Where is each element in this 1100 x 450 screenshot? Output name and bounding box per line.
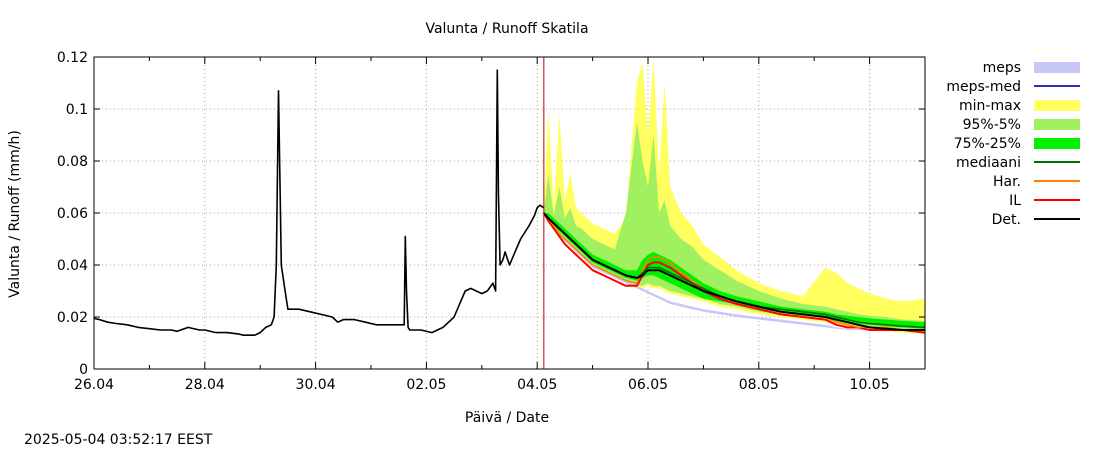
x-tick-label: 04.05 [517,377,557,393]
x-tick-label: 26.04 [74,377,114,393]
y-tick-label: 0.08 [57,154,88,170]
legend-label: 75%-25% [954,136,1021,152]
line-det-observed [93,69,545,337]
legend-label: meps [983,60,1021,76]
legend-label: IL [1009,193,1021,209]
x-axis-label: Päivä / Date [465,410,549,426]
x-tick-label: 28.04 [185,377,225,393]
legend-swatch [1034,119,1080,130]
plot-series [93,57,926,369]
legend-swatch [1034,138,1080,149]
line-det-forecast [543,212,925,331]
legend-label: min-max [959,98,1021,114]
y-tick-label: 0 [79,362,88,378]
legend-item: meps [983,60,1080,76]
legend-label: meps-med [946,79,1021,95]
timestamp: 2025-05-04 03:52:17 EEST [24,432,213,448]
band-75-25 [543,213,925,329]
legend-item: Har. [993,174,1080,190]
legend-label: Har. [993,174,1021,190]
x-tick-label: 08.05 [739,377,779,393]
y-tick-label: 0.02 [57,310,88,326]
y-tick-label: 0.1 [66,102,88,118]
legend-swatch [1034,100,1080,111]
legend-label: 95%-5% [963,117,1021,133]
line-har [543,212,925,331]
legend-item: IL [1009,193,1080,209]
x-tick-label: 10.05 [850,377,890,393]
legend-item: 75%-25% [954,136,1080,152]
y-axis-label: Valunta / Runoff (mm/h) [7,130,23,298]
legend-item: min-max [959,98,1080,114]
legend-item: 95%-5% [963,117,1080,133]
legend-item: mediaani [956,155,1080,171]
legend-swatch [1034,62,1080,73]
y-tick-label: 0.06 [57,206,88,222]
x-tick-label: 30.04 [296,377,336,393]
legend: meps meps-med min-max 95%-5% 75%-25% mediaani… [946,60,1080,228]
legend-label: mediaani [956,155,1021,171]
legend-label: Det. [992,212,1021,228]
y-tick-label: 0.04 [57,258,88,274]
x-tick-label: 02.05 [406,377,446,393]
legend-item: meps-med [946,79,1080,95]
y-tick-label: 0.12 [57,50,88,66]
line-il [542,212,926,334]
chart-title: Valunta / Runoff Skatila [425,21,588,37]
x-tick-label: 06.05 [628,377,668,393]
legend-item: Det. [992,212,1080,228]
axes: 0 0.02 0.04 0.06 0.08 0.1 0.12 26.04 28.04 30.04 0… [57,50,926,393]
